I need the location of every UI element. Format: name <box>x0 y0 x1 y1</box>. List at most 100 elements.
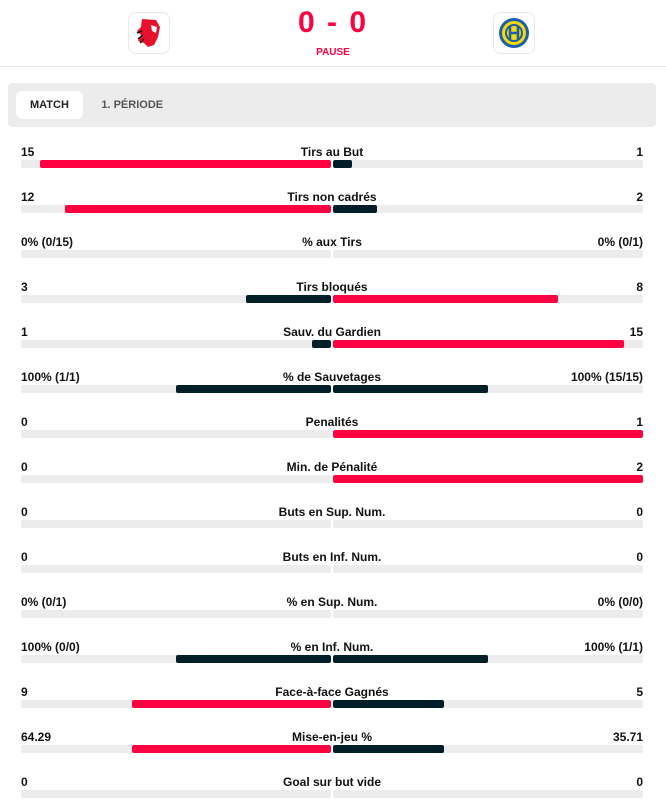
stat-label: Tirs non cadrés <box>287 190 377 204</box>
home-bar-track <box>21 295 331 303</box>
home-value: 0 <box>21 415 28 429</box>
away-bar-track <box>333 655 643 663</box>
away-value: 5 <box>636 685 643 699</box>
stat-row: 0 Buts en Inf. Num. 0 <box>21 550 643 580</box>
away-value: 0 <box>636 505 643 519</box>
stat-row: 100% (0/0) % en Inf. Num. 100% (1/1) <box>21 640 643 670</box>
home-team-logo[interactable] <box>128 12 170 54</box>
away-bar-track <box>333 565 643 573</box>
stat-row: 3 Tirs bloqués 8 <box>21 280 643 310</box>
away-bar-fill <box>333 430 643 438</box>
away-bar-fill <box>333 385 488 393</box>
stat-row: 9 Face-à-face Gagnés 5 <box>21 685 643 715</box>
away-bar-fill <box>333 205 378 213</box>
home-bar-fill <box>40 160 331 168</box>
home-bar-fill <box>311 340 331 348</box>
home-bar-track <box>21 250 331 258</box>
away-team-logo[interactable] <box>493 12 535 54</box>
home-value: 64.29 <box>21 730 52 744</box>
stat-label: Tirs au But <box>300 145 364 159</box>
stat-row: 0% (0/15) % aux Tirs 0% (0/1) <box>21 235 643 265</box>
away-bar-track <box>333 205 643 213</box>
stat-label: % de Sauvetages <box>282 370 382 384</box>
away-value: 100% (1/1) <box>584 640 643 654</box>
home-value: 0 <box>21 775 28 789</box>
away-bar-track <box>333 430 643 438</box>
period-tabs: MATCH 1. PÉRIODE <box>8 83 656 127</box>
home-bar-fill <box>131 745 331 753</box>
home-bar-track <box>21 385 331 393</box>
home-bar-fill <box>131 700 331 708</box>
away-bar-fill <box>333 745 444 753</box>
stat-row: 64.29 Mise-en-jeu % 35.71 <box>21 730 643 760</box>
stat-row: 12 Tirs non cadrés 2 <box>21 190 643 220</box>
tab-1-periode[interactable]: 1. PÉRIODE <box>101 99 164 111</box>
stat-row: 15 Tirs au But 1 <box>21 145 643 175</box>
stat-label: Sauv. du Gardien <box>283 325 381 339</box>
away-value: 100% (15/15) <box>570 370 643 384</box>
away-value: 2 <box>636 190 643 204</box>
away-value: 15 <box>629 325 643 339</box>
away-value: 2 <box>636 460 643 474</box>
away-bar-track <box>333 160 643 168</box>
home-value: 0 <box>21 505 28 519</box>
away-bar-track <box>333 475 643 483</box>
home-bar-track <box>21 160 331 168</box>
stat-label: Mise-en-jeu % <box>291 730 372 744</box>
away-value: 0% (0/0) <box>597 595 643 609</box>
home-bar-track <box>21 520 331 528</box>
home-bar-track <box>21 700 331 708</box>
home-value: 1 <box>21 325 28 339</box>
away-bar-track <box>333 520 643 528</box>
stat-row: 0 Min. de Pénalité 2 <box>21 460 643 490</box>
home-bar-track <box>21 745 331 753</box>
stat-label: % aux Tirs <box>302 235 362 249</box>
home-value: 0% (0/15) <box>21 235 74 249</box>
stat-row: 0 Goal sur but vide 0 <box>21 775 643 805</box>
stat-label: % en Sup. Num. <box>286 595 378 609</box>
away-bar-fill <box>333 700 444 708</box>
home-bar-track <box>21 655 331 663</box>
home-value: 0 <box>21 550 28 564</box>
home-bar-fill <box>65 205 331 213</box>
away-bar-track <box>333 790 643 798</box>
home-bar-track <box>21 790 331 798</box>
stat-label: Face-à-face Gagnés <box>275 685 389 699</box>
match-header: 0 - 0 PAUSE <box>0 0 666 67</box>
away-bar-fill <box>333 340 624 348</box>
away-bar-track <box>333 745 643 753</box>
score: 0 - 0 <box>297 6 369 39</box>
stat-label: % en Inf. Num. <box>290 640 374 654</box>
away-bar-track <box>333 610 643 618</box>
away-bar-fill <box>333 655 488 663</box>
away-value: 1 <box>636 415 643 429</box>
stat-label: Min. de Pénalité <box>286 460 378 474</box>
away-bar-track <box>333 340 643 348</box>
away-bar-track <box>333 295 643 303</box>
stat-label: Goal sur but vide <box>282 775 381 789</box>
away-bar-track <box>333 700 643 708</box>
lion-logo-icon <box>136 19 160 47</box>
tab-match[interactable]: MATCH <box>16 91 83 119</box>
home-value: 100% (1/1) <box>21 370 80 384</box>
match-status: PAUSE <box>316 47 350 58</box>
stat-row: 0 Penalités 1 <box>21 415 643 445</box>
home-value: 0 <box>21 460 28 474</box>
away-bar-track <box>333 250 643 258</box>
away-value: 0 <box>636 550 643 564</box>
away-bar-fill <box>333 475 643 483</box>
home-bar-track <box>21 475 331 483</box>
home-bar-track <box>21 205 331 213</box>
away-bar-fill <box>333 295 559 303</box>
home-value: 12 <box>21 190 35 204</box>
home-bar-fill <box>246 295 331 303</box>
stat-row: 0% (0/1) % en Sup. Num. 0% (0/0) <box>21 595 643 625</box>
stat-row: 100% (1/1) % de Sauvetages 100% (15/15) <box>21 370 643 400</box>
home-value: 3 <box>21 280 28 294</box>
home-value: 100% (0/0) <box>21 640 80 654</box>
home-bar-fill <box>176 385 331 393</box>
home-value: 15 <box>21 145 35 159</box>
home-bar-fill <box>176 655 331 663</box>
stat-label: Tirs bloqués <box>296 280 368 294</box>
away-value: 0% (0/1) <box>597 235 643 249</box>
